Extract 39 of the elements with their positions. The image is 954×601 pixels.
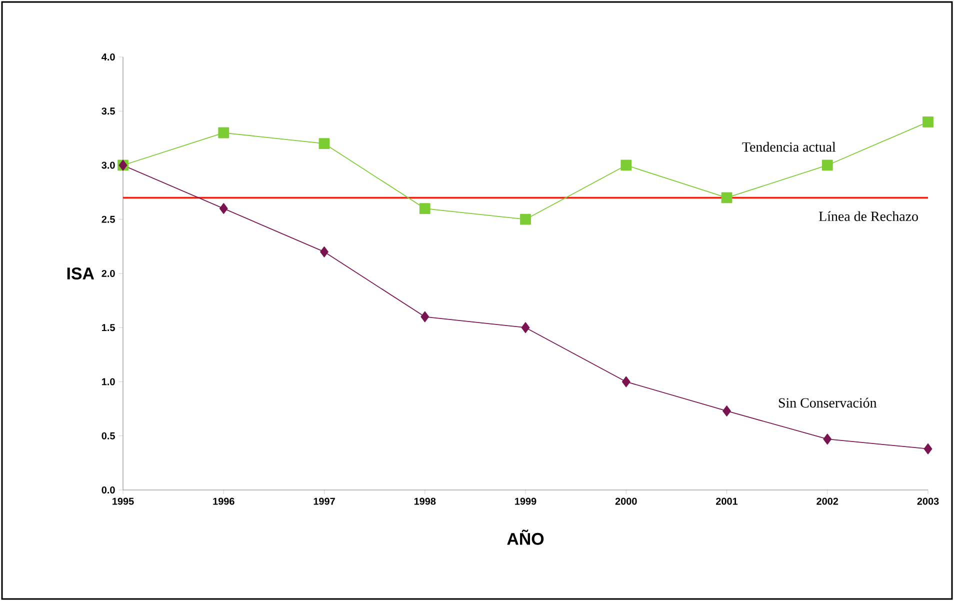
y-tick-label: 1.5 xyxy=(102,324,115,332)
point xyxy=(622,376,630,388)
point xyxy=(420,311,430,322)
y-tick-label: 1.0 xyxy=(102,378,115,386)
x-tick-label: 1996 xyxy=(213,498,234,505)
x-tick-label: 1997 xyxy=(314,498,335,505)
y-tick-label: 3.5 xyxy=(102,108,115,115)
ref-line-label: Línea de Rechazo xyxy=(818,211,918,222)
y-tick-label: 4.0 xyxy=(102,53,115,61)
series-label: Tendencia actual xyxy=(742,142,836,152)
point xyxy=(218,127,230,138)
y-tick-label: 0.0 xyxy=(102,486,115,494)
y-axis-title: ISA xyxy=(67,267,94,280)
point xyxy=(620,160,632,171)
point xyxy=(419,203,430,214)
point xyxy=(721,192,732,204)
point xyxy=(320,246,328,258)
point xyxy=(219,203,228,214)
x-tick-label: 2000 xyxy=(615,498,637,505)
y-tick-label: 2.0 xyxy=(102,270,115,278)
x-axis-title: AÑO xyxy=(507,530,544,545)
point xyxy=(520,214,531,225)
y-tick-label: 2.5 xyxy=(102,216,115,223)
point xyxy=(922,116,934,128)
point xyxy=(722,406,731,416)
x-tick-label: 2002 xyxy=(816,498,838,505)
y-tick-label: 0.5 xyxy=(102,432,115,440)
point xyxy=(822,160,833,171)
point xyxy=(521,322,530,334)
x-tick-label: 1995 xyxy=(112,498,134,505)
point xyxy=(318,138,330,150)
point xyxy=(823,434,832,445)
series-label: Sin Conservación xyxy=(778,398,877,408)
y-tick-label: 3.0 xyxy=(102,162,115,169)
x-tick-label: 2003 xyxy=(917,498,939,505)
point xyxy=(924,443,932,454)
x-tick-label: 1999 xyxy=(515,498,536,505)
x-tick-label: 2001 xyxy=(716,498,738,505)
x-tick-label: 1998 xyxy=(414,498,436,505)
